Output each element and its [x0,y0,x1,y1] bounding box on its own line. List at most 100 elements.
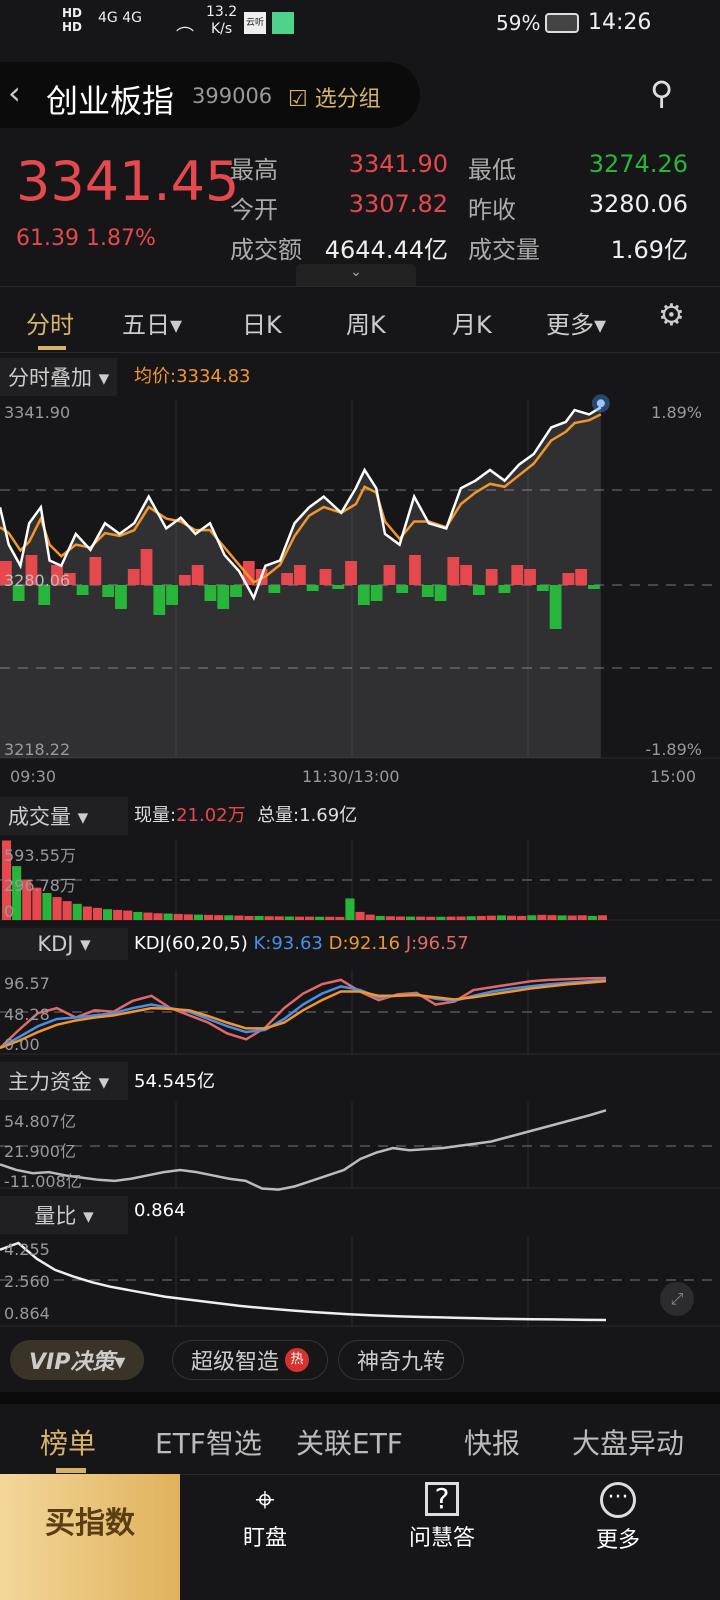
y-label-top-pct: 1.89% [651,403,702,422]
super-manufacturing-chip[interactable]: 超级智造热 [172,1340,329,1380]
flow-bar [345,561,357,585]
kdj-j: J:96.57 [405,933,469,954]
flow-bar [447,557,460,585]
flow-bar [204,585,217,601]
volume-chart[interactable] [0,840,720,922]
volume-bar [496,915,506,920]
volume-bar [446,916,456,920]
kdj-k: K:93.63 [253,933,323,954]
flow-bar [115,585,127,609]
flow-bar [370,585,383,601]
divider [0,352,720,353]
volume-bar [133,911,143,920]
kdj-params: KDJ(60,20,5) [134,933,248,954]
tab-3[interactable]: 周K [346,311,386,339]
vip-decision-chip[interactable]: VIP决策▾ [10,1340,145,1380]
volume-bar [547,915,557,920]
kdj-dropdown[interactable]: KDJ ▾ [0,928,128,960]
back-icon[interactable]: ‹ [8,74,21,112]
quote-label: 最高 [230,156,278,184]
ask-button[interactable]: ? 问慧答 [382,1480,502,1552]
intraday-chart[interactable] [0,394,720,760]
flow-bar [524,569,536,585]
flow-bar [127,569,140,585]
volume-bar [365,914,375,920]
header-bar: ‹ 创业板指 399006 ☑ 选分组 [0,62,420,128]
last-price: 3341.45 [16,150,240,213]
stock-code: 399006 [192,84,273,108]
magic-nine-chip[interactable]: 神奇九转 [338,1340,465,1380]
overlay-dropdown[interactable]: 分时叠加 ▾ [0,358,118,396]
volume-bar [305,916,315,920]
volume-bar [183,914,193,920]
flow-bar [230,585,242,597]
tab-1[interactable]: 五日▾ [122,311,183,339]
watch-button[interactable]: ⌖ 盯盘 [205,1480,325,1552]
info-tab-1[interactable]: ETF智选 [155,1427,262,1460]
fullscreen-icon[interactable]: ⤢ [660,1282,694,1316]
volume-bar [335,916,345,920]
y-label-prevclose: 3280.06 [4,571,71,590]
kdj-j-line [0,976,607,1049]
volume-bar [597,915,607,920]
battery-icon [545,13,579,33]
tab-0[interactable]: 分时 [26,311,74,339]
main-fund-chart[interactable] [0,1102,720,1191]
more-button[interactable]: ··· 更多 [558,1480,678,1554]
main-fund-dropdown[interactable]: 主力资金 ▾ [0,1062,128,1100]
volume-bar [537,914,547,920]
quote-value: 3274.26 [588,150,688,178]
info-tab-0[interactable]: 榜单 [40,1427,97,1460]
select-group-button[interactable]: ☑ 选分组 [288,81,381,113]
volume-ratio-chart[interactable] [0,1236,720,1327]
ask-label: 问慧答 [408,1526,475,1551]
volume-bar [587,915,597,920]
vol-label-max: 593.55万 [4,846,76,865]
volume-bar [456,916,466,920]
tab-2[interactable]: 日K [242,311,282,339]
volume-dropdown[interactable]: 成交量 ▾ [0,797,128,835]
tab-4[interactable]: 月K [452,311,492,339]
info-tab-4[interactable]: 大盘异动 [572,1427,685,1460]
last-point-dot [596,399,605,408]
volume-bar [284,916,294,920]
volume-bar [82,906,92,920]
fund-label-max: 54.807亿 [4,1112,76,1131]
vr-label-mid: 2.560 [4,1272,50,1291]
flow-bar [536,585,549,591]
info-tab-2[interactable]: 关联ETF [296,1427,403,1460]
volume-bar [163,913,173,920]
total-volume: 总量:1.69亿 [257,805,358,826]
now-vol-value: 21.02万 [176,805,246,826]
select-group-label: 选分组 [314,87,381,112]
expand-chevron-icon[interactable]: ⌄ [296,264,416,286]
settings-gear-icon[interactable]: ⚙ [658,298,685,333]
search-icon[interactable]: ⚲ [650,74,674,112]
volume-ratio-label: 量比 [34,1204,77,1228]
buy-index-button[interactable]: 买指数 [0,1474,180,1600]
volume-bar [416,916,426,920]
volume-bar [315,916,325,920]
flow-bar [306,585,319,591]
checkbox-icon: ☑ [288,87,308,112]
vr-label-max: 4.255 [4,1240,50,1259]
volume-ratio-dropdown[interactable]: 量比 ▾ [0,1196,128,1234]
info-tab-3[interactable]: 快报 [464,1427,521,1460]
volume-bar [224,915,234,920]
divider [0,286,720,287]
speed-value: 13.2 [206,4,238,20]
net-speed: 13.2 K/s [206,4,237,38]
kdj-d: D:92.16 [328,933,401,954]
kdj-chart[interactable] [0,970,720,1055]
flow-bar [0,561,12,585]
flow-bar [178,575,191,585]
kdj-label-max: 96.57 [4,974,50,993]
volume-bar [385,916,395,920]
quote-value: 4644.44亿 [324,236,448,264]
volume-ratio-line [0,1241,607,1322]
crosshair-icon: ⌖ [255,1480,275,1520]
volume-bar [395,916,405,920]
kdj-d-line [0,979,607,1050]
flow-bar [319,569,332,585]
tab-5[interactable]: 更多▾ [546,311,607,339]
